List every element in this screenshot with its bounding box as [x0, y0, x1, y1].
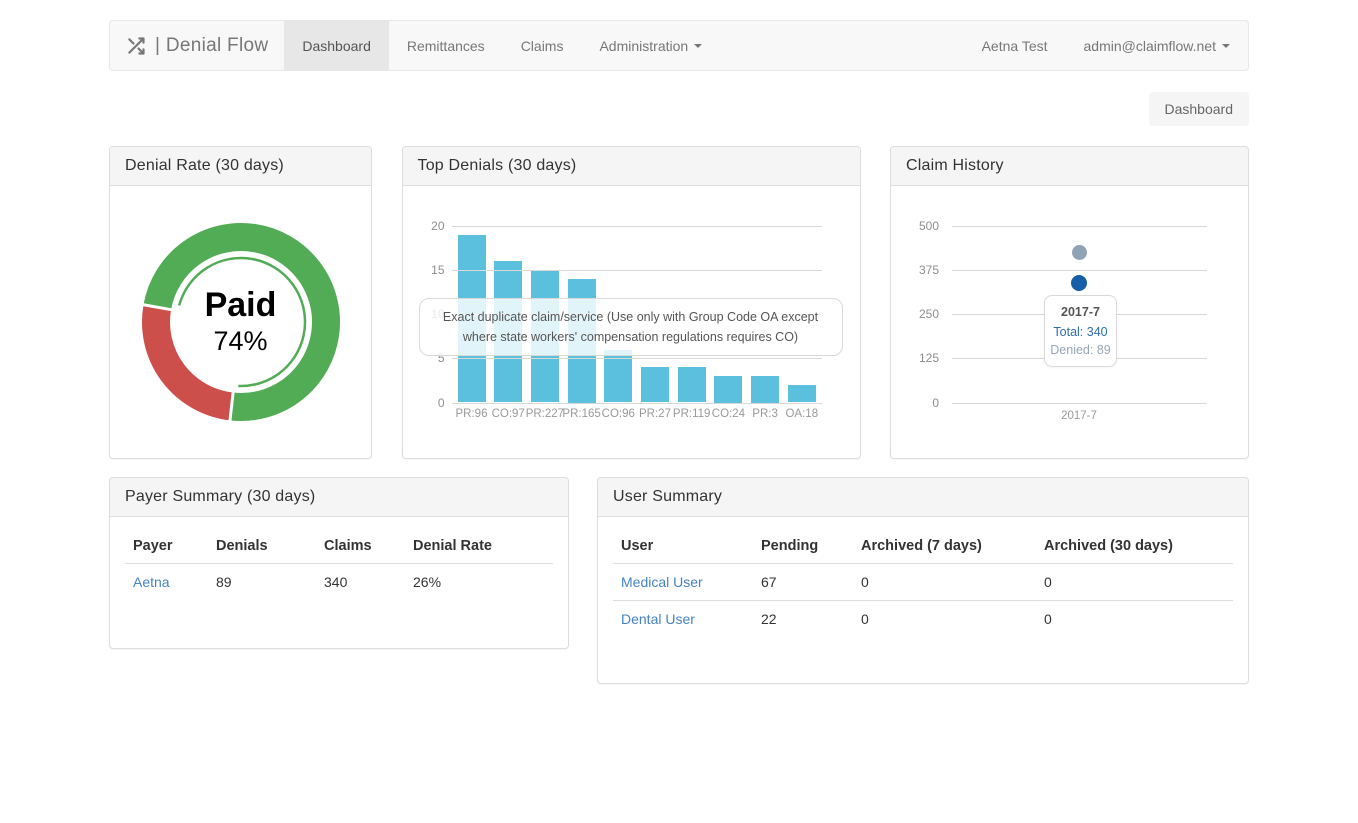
col-header-archived7: Archived (7 days) [853, 529, 1036, 564]
payer-summary-panel: Payer Summary (30 days) Payer Denials Cl… [109, 477, 569, 649]
data-point-0[interactable] [1072, 245, 1087, 260]
brand[interactable]: | Denial Flow [110, 21, 284, 70]
col-header-user: User [613, 529, 753, 564]
gridline [452, 226, 822, 227]
breadcrumb-row: Dashboard [109, 92, 1249, 126]
top-denials-plot: Exact duplicate claim/service (Use only … [403, 186, 860, 458]
user-summary-panel: User Summary User Pending Archived (7 da… [597, 477, 1249, 684]
scatter-tooltip-total: Total: 340 [1049, 325, 1112, 339]
table-row: Dental User 22 0 0 [613, 601, 1233, 638]
cell-denials: 89 [208, 564, 316, 601]
page-container: | Denial Flow Dashboard Remittances Clai… [109, 20, 1249, 684]
user-menu[interactable]: admin@claimflow.net [1066, 21, 1249, 70]
navbar-right: Aetna Test admin@claimflow.net [964, 21, 1248, 70]
cell-claims: 340 [316, 564, 405, 601]
denial-rate-panel: Denial Rate (30 days) Paid 74% [109, 146, 372, 459]
navbar: | Denial Flow Dashboard Remittances Clai… [109, 20, 1249, 71]
nav-items: Dashboard Remittances Claims Administrat… [284, 21, 720, 70]
gridline [952, 226, 1207, 227]
bar-PR:119[interactable] [678, 367, 706, 402]
top-denials-title: Top Denials (30 days) [403, 147, 860, 186]
gridline [952, 403, 1207, 404]
gridline [452, 270, 822, 271]
user-summary-body: User Pending Archived (7 days) Archived … [598, 517, 1248, 683]
user-link-dental[interactable]: Dental User [621, 611, 695, 627]
cell-archived30: 0 [1036, 564, 1233, 601]
nav-item-administration-label: Administration [599, 38, 688, 54]
x-axis-label: OA:18 [778, 408, 826, 420]
y-axis-label: 0 [895, 396, 939, 410]
cell-denial-rate: 26% [405, 564, 553, 601]
y-axis-label: 125 [895, 351, 939, 365]
gridline [452, 358, 822, 359]
bar-CO:24[interactable] [714, 376, 742, 403]
nav-item-dashboard[interactable]: Dashboard [284, 21, 389, 70]
user-menu-label: admin@claimflow.net [1084, 38, 1217, 54]
table-row: Medical User 67 0 0 [613, 564, 1233, 601]
customer-name: Aetna Test [964, 21, 1066, 70]
top-denials-panel: Top Denials (30 days) Exact duplicate cl… [402, 146, 861, 459]
y-axis-label: 0 [403, 396, 445, 410]
shuffle-icon [126, 36, 146, 56]
denial-rate-chart: Paid 74% [110, 186, 371, 458]
charts-row: Denial Rate (30 days) Paid 74% Top Denia… [109, 146, 1249, 459]
bar-OA:18[interactable] [788, 385, 816, 403]
payer-summary-body: Payer Denials Claims Denial Rate Aetna 8… [110, 517, 568, 648]
chevron-down-icon [694, 44, 702, 48]
brand-label: | Denial Flow [155, 35, 268, 57]
cell-archived7: 0 [853, 601, 1036, 638]
breadcrumb[interactable]: Dashboard [1149, 92, 1250, 126]
nav-item-claims[interactable]: Claims [503, 21, 582, 70]
cell-pending: 22 [753, 601, 853, 638]
user-summary-title: User Summary [598, 478, 1248, 517]
payer-summary-table: Payer Denials Claims Denial Rate Aetna 8… [125, 529, 553, 600]
payer-link-aetna[interactable]: Aetna [133, 574, 170, 590]
y-axis-label: 250 [895, 307, 939, 321]
y-axis-label: 500 [895, 219, 939, 233]
user-link-medical[interactable]: Medical User [621, 574, 703, 590]
scatter-tooltip: 2017-7 Total: 340 Denied: 89 [1044, 295, 1117, 367]
table-row: Aetna 89 340 26% [125, 564, 553, 601]
claim-history-title: Claim History [891, 147, 1248, 186]
col-header-pending: Pending [753, 529, 853, 564]
donut-slice-denied[interactable] [155, 307, 231, 406]
scatter-tooltip-title: 2017-7 [1049, 305, 1112, 319]
donut-chart [110, 186, 371, 458]
cell-archived30: 0 [1036, 601, 1233, 638]
data-point-1[interactable] [1071, 275, 1087, 291]
col-header-claims: Claims [316, 529, 405, 564]
gridline [452, 403, 822, 404]
col-header-denials: Denials [208, 529, 316, 564]
nav-item-administration[interactable]: Administration [581, 21, 720, 70]
denial-rate-title: Denial Rate (30 days) [110, 147, 371, 186]
cell-pending: 67 [753, 564, 853, 601]
claim-history-xlabel: 2017-7 [1039, 410, 1119, 422]
bar-PR:3[interactable] [751, 376, 779, 403]
claim-history-panel: Claim History 2017-7 Total: 340 Denied: … [890, 146, 1249, 459]
user-summary-table: User Pending Archived (7 days) Archived … [613, 529, 1233, 637]
claim-history-plot: 2017-7 Total: 340 Denied: 89 2017-7 0 125… [891, 186, 1248, 458]
col-header-payer: Payer [125, 529, 208, 564]
tables-row: Payer Summary (30 days) Payer Denials Cl… [109, 477, 1249, 684]
donut-inner-arc [179, 258, 305, 386]
col-header-archived30: Archived (30 days) [1036, 529, 1233, 564]
payer-summary-title: Payer Summary (30 days) [110, 478, 568, 517]
cell-archived7: 0 [853, 564, 1036, 601]
bar-PR:27[interactable] [641, 367, 669, 402]
nav-item-remittances[interactable]: Remittances [389, 21, 503, 70]
bar-tooltip: Exact duplicate claim/service (Use only … [419, 298, 843, 356]
chevron-down-icon [1222, 44, 1230, 48]
scatter-tooltip-denied: Denied: 89 [1049, 343, 1112, 357]
denial-rate-donut [135, 216, 347, 428]
y-axis-label: 20 [403, 219, 445, 233]
gridline [952, 270, 1207, 271]
y-axis-label: 15 [403, 263, 445, 277]
col-header-denial-rate: Denial Rate [405, 529, 553, 564]
y-axis-label: 375 [895, 263, 939, 277]
